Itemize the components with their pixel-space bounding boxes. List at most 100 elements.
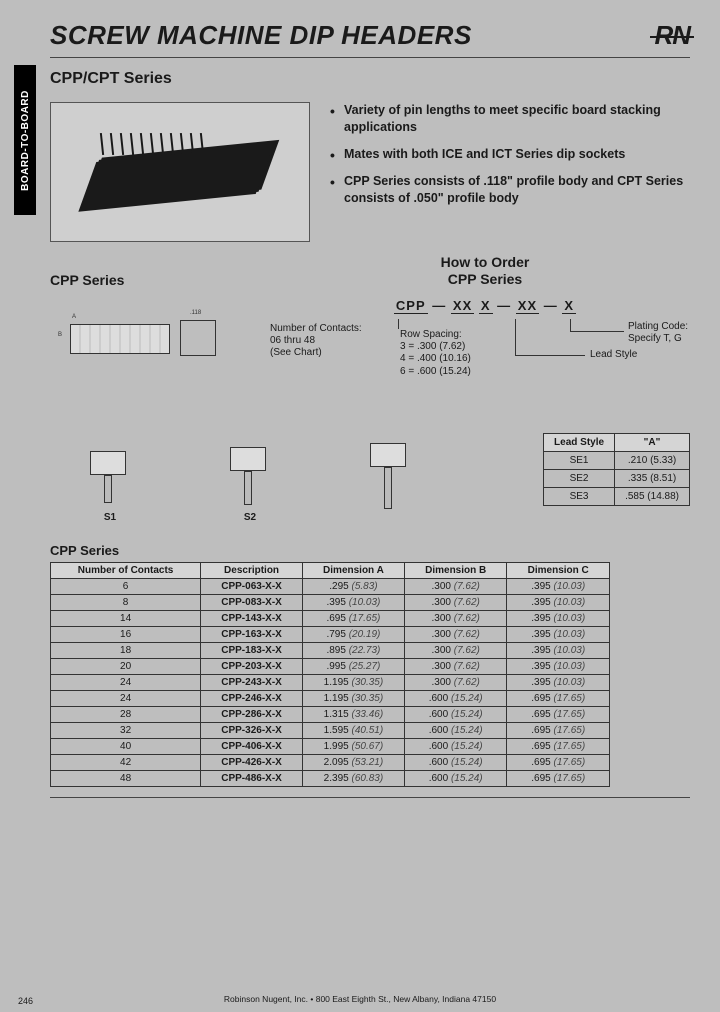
lead-cell: SE1	[544, 451, 615, 469]
table-cell: CPP-326-X-X	[201, 722, 303, 738]
table-cell: CPP-063-X-X	[201, 578, 303, 594]
footer-text: Robinson Nugent, Inc. • 800 East Eighth …	[0, 994, 720, 1004]
feature-item: Mates with both ICE and ICT Series dip s…	[330, 146, 690, 163]
table-cell: CPP-143-X-X	[201, 610, 303, 626]
table-cell: .695 (17.65)	[507, 754, 610, 770]
table-cell: 24	[51, 674, 201, 690]
table-row: 20CPP-203-X-X.995 (25.27).300 (7.62).395…	[51, 658, 610, 674]
title-rule	[50, 57, 690, 58]
lead-diagram-s2: S2	[190, 433, 310, 523]
table-cell: .795 (20.19)	[302, 626, 404, 642]
table-cell: CPP-083-X-X	[201, 594, 303, 610]
lead-cell: .335 (8.51)	[615, 469, 690, 487]
plating-note: Specify T, G	[628, 333, 688, 345]
table-cell: .600 (15.24)	[404, 754, 507, 770]
table-cell: 32	[51, 722, 201, 738]
order-diagram: Number of Contacts: 06 thru 48 (See Char…	[280, 319, 690, 419]
table-cell: .600 (15.24)	[404, 738, 507, 754]
table-cell: .300 (7.62)	[404, 610, 507, 626]
cpp-dimensions-table: Number of Contacts Description Dimension…	[50, 562, 610, 787]
table-cell: CPP-163-X-X	[201, 626, 303, 642]
table-cell: .395 (10.03)	[507, 674, 610, 690]
table-cell: 2.395 (60.83)	[302, 770, 404, 786]
table-row: 42CPP-426-X-X2.095 (53.21).600 (15.24).6…	[51, 754, 610, 770]
table-cell: 28	[51, 706, 201, 722]
table-cell: 1.195 (30.35)	[302, 690, 404, 706]
brand-logo: RN	[654, 20, 690, 51]
table-cell: .300 (7.62)	[404, 594, 507, 610]
lead-diagram-s1: S1	[50, 433, 170, 523]
table-cell: .600 (15.24)	[404, 706, 507, 722]
lead-style-table: Lead Style "A" SE1.210 (5.33) SE2.335 (8…	[543, 433, 690, 506]
table-header: Dimension C	[507, 562, 610, 578]
table-cell: .395 (10.03)	[507, 594, 610, 610]
table-cell: 18	[51, 642, 201, 658]
table-header: Dimension A	[302, 562, 404, 578]
product-photo	[50, 102, 310, 242]
order-code: CPP — XX X — XX — X	[280, 298, 690, 313]
table-cell: CPP-183-X-X	[201, 642, 303, 658]
lead-cell: .210 (5.33)	[615, 451, 690, 469]
contacts-note: 06 thru 48 (See Chart)	[270, 335, 362, 359]
table-cell: 48	[51, 770, 201, 786]
lead-cell: .585 (14.88)	[615, 487, 690, 505]
row-spacing-val: 4 = .400 (10.16)	[400, 353, 471, 366]
code-dash: —	[497, 298, 511, 313]
code-prefix: CPP	[394, 298, 428, 314]
table-cell: 40	[51, 738, 201, 754]
table-cell: 8	[51, 594, 201, 610]
table-cell: CPP-286-X-X	[201, 706, 303, 722]
table-cell: .395 (10.03)	[507, 642, 610, 658]
table-cell: .395 (10.03)	[302, 594, 404, 610]
code-dash: —	[544, 298, 558, 313]
lead-diagram-s3	[330, 433, 450, 523]
how-to-order-title: How to Order CPP Series	[280, 254, 690, 288]
table-row: 24CPP-246-X-X1.195 (30.35).600 (15.24).6…	[51, 690, 610, 706]
table-cell: 1.995 (50.67)	[302, 738, 404, 754]
table-cell: .295 (5.83)	[302, 578, 404, 594]
code-seg: XX	[451, 298, 474, 314]
lead-diagram-caption: S2	[244, 512, 256, 523]
side-tab: BOARD-TO-BOARD	[14, 65, 36, 215]
table-row: 24CPP-243-X-X1.195 (30.35).300 (7.62).39…	[51, 674, 610, 690]
lead-cell: SE3	[544, 487, 615, 505]
order-title-l1: How to Order	[280, 254, 690, 271]
lead-cell: SE2	[544, 469, 615, 487]
table-cell: .395 (10.03)	[507, 658, 610, 674]
table-row: 32CPP-326-X-X1.595 (40.51).600 (15.24).6…	[51, 722, 610, 738]
table-header: Dimension B	[404, 562, 507, 578]
table-cell: .300 (7.62)	[404, 642, 507, 658]
table-cell: 24	[51, 690, 201, 706]
table-cell: .600 (15.24)	[404, 770, 507, 786]
table-cell: .600 (15.24)	[404, 722, 507, 738]
table-cell: .695 (17.65)	[507, 738, 610, 754]
table-cell: CPP-406-X-X	[201, 738, 303, 754]
series-subtitle: CPP/CPT Series	[50, 70, 690, 88]
row-spacing-label: Row Spacing:	[400, 329, 471, 341]
feature-item: CPP Series consists of .118" profile bod…	[330, 173, 690, 207]
table-cell: CPP-243-X-X	[201, 674, 303, 690]
table-cell: CPP-203-X-X	[201, 658, 303, 674]
cpp-dimension-drawing: A B .118	[50, 296, 250, 386]
table-row: 14CPP-143-X-X.695 (17.65).300 (7.62).395…	[51, 610, 610, 626]
table-cell: .695 (17.65)	[302, 610, 404, 626]
table-header: Number of Contacts	[51, 562, 201, 578]
code-dash: —	[432, 298, 446, 313]
plating-label: Plating Code:	[628, 321, 688, 333]
cpp-series-label: CPP Series	[50, 272, 260, 288]
table-cell: .895 (22.73)	[302, 642, 404, 658]
table-cell: .300 (7.62)	[404, 578, 507, 594]
row-spacing-val: 3 = .300 (7.62)	[400, 341, 471, 354]
table-cell: 1.595 (40.51)	[302, 722, 404, 738]
code-seg: XX	[516, 298, 539, 314]
table-cell: CPP-426-X-X	[201, 754, 303, 770]
lead-th: Lead Style	[544, 433, 615, 451]
table-row: 28CPP-286-X-X1.315 (33.46).600 (15.24).6…	[51, 706, 610, 722]
feature-item: Variety of pin lengths to meet specific …	[330, 102, 690, 136]
lead-th: "A"	[615, 433, 690, 451]
contacts-label: Number of Contacts:	[270, 323, 362, 335]
lead-style-label: Lead Style	[590, 349, 637, 361]
table-cell: .395 (10.03)	[507, 626, 610, 642]
lead-diagram-caption: S1	[104, 512, 116, 523]
table-cell: .695 (17.65)	[507, 770, 610, 786]
